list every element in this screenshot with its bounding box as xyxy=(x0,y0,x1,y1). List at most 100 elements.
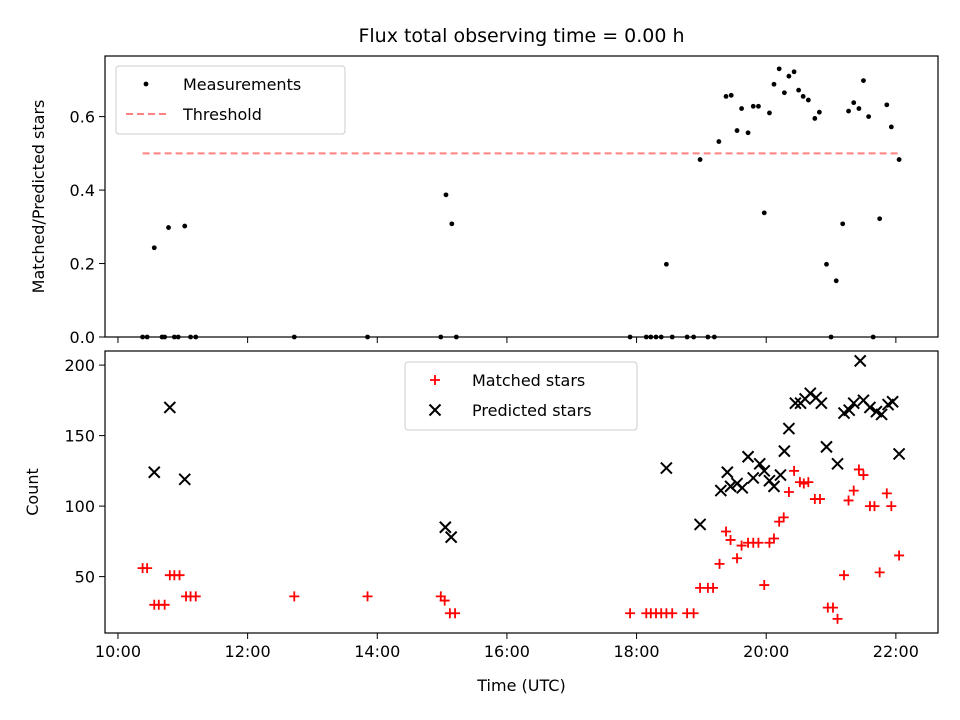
y-tick-label: 0.2 xyxy=(70,255,95,274)
measurement-point xyxy=(716,139,722,144)
chart-title: Flux total observing time = 0.00 h xyxy=(358,25,684,47)
measurement-point xyxy=(761,210,767,216)
measurement-point xyxy=(877,216,883,222)
measurement-point xyxy=(756,103,761,109)
measurement-point xyxy=(697,157,703,162)
matched-star-point xyxy=(625,608,636,619)
legend-marker-matched xyxy=(430,375,440,385)
y-tick-label: 50 xyxy=(75,568,95,587)
matched-star-point xyxy=(688,608,699,619)
matched-star-point xyxy=(881,488,892,499)
matched-star-point xyxy=(732,553,743,564)
matched-star-point xyxy=(848,485,859,496)
predicted-star-point xyxy=(886,395,899,408)
plot-frame xyxy=(104,55,939,338)
matched-star-point xyxy=(174,570,185,581)
x-tick-label: 20:00 xyxy=(743,642,789,661)
chart-panel-2: 10:00 12:00 14:00 16:00 18:00 20:00 22:00 50 100… xyxy=(23,350,939,695)
predicted-star-point xyxy=(714,484,728,497)
series-matched-stars xyxy=(137,464,905,624)
predicted-star-point xyxy=(721,466,734,479)
predicted-star-point xyxy=(875,408,888,421)
matched-star-point xyxy=(803,477,814,488)
measurement-point xyxy=(791,69,797,75)
legend-marker-predicted xyxy=(428,403,442,417)
legend: Measurements Threshold xyxy=(115,65,346,135)
predicted-star-point xyxy=(758,464,771,478)
matched-star-point xyxy=(289,591,300,602)
predicted-star-point xyxy=(820,440,833,454)
matched-star-point xyxy=(853,464,864,475)
legend: Matched stars Predicted stars xyxy=(404,361,638,431)
predicted-star-point xyxy=(774,468,787,482)
measurement-point xyxy=(856,106,862,111)
matched-star-point xyxy=(450,608,461,619)
matched-star-point xyxy=(190,591,201,602)
measurement-point xyxy=(800,94,806,99)
matched-star-point xyxy=(886,501,897,512)
chart-panel-1: Flux total observing time = 0.00 h 0.0 0.2… xyxy=(29,25,939,347)
measurement-point xyxy=(449,221,455,227)
measurement-point xyxy=(796,87,802,93)
measurement-point xyxy=(663,261,669,267)
matched-star-point xyxy=(714,558,725,569)
y-tick-label: 150 xyxy=(64,427,95,446)
predicted-star-point xyxy=(804,387,817,400)
matched-star-point xyxy=(869,501,880,512)
predicted-star-point xyxy=(163,401,177,414)
measurement-point xyxy=(840,221,846,227)
measurement-point xyxy=(745,130,751,136)
measurement-point xyxy=(884,102,890,108)
matched-star-point xyxy=(753,537,764,548)
matched-star-point xyxy=(725,534,736,545)
measurement-point xyxy=(151,245,157,251)
series-predicted-stars xyxy=(148,354,906,544)
matched-star-point xyxy=(768,533,779,544)
predicted-star-point xyxy=(753,457,766,471)
measurement-point xyxy=(786,73,792,79)
matched-star-point xyxy=(858,470,869,481)
predicted-star-point xyxy=(767,480,781,493)
predicted-star-point xyxy=(736,481,749,494)
measurement-point xyxy=(812,116,818,121)
predicted-star-point xyxy=(892,447,906,461)
matched-star-point xyxy=(159,599,170,610)
measurement-point xyxy=(723,94,729,99)
x-tick-label: 12:00 xyxy=(225,642,271,661)
measurement-point xyxy=(750,103,756,109)
measurement-point xyxy=(896,157,902,162)
x-tick-label: 16:00 xyxy=(484,642,530,661)
matched-star-point xyxy=(789,465,800,476)
measurement-point xyxy=(776,66,782,72)
legend-box xyxy=(404,361,638,431)
y-axis-label: Matched/Predicted stars xyxy=(29,100,48,294)
measurement-point xyxy=(861,78,866,84)
matched-star-point xyxy=(439,595,450,606)
measurement-point xyxy=(767,110,772,116)
predicted-star-point xyxy=(782,422,796,435)
predicted-star-point xyxy=(854,354,867,368)
predicted-star-point xyxy=(747,471,760,485)
legend-label: Matched stars xyxy=(472,371,585,390)
predicted-star-point xyxy=(831,457,844,471)
predicted-star-point xyxy=(842,404,856,417)
measurement-point xyxy=(805,97,811,103)
plot-frame xyxy=(104,350,939,634)
predicted-star-point xyxy=(815,396,828,410)
measurement-point xyxy=(846,108,851,114)
matched-star-point xyxy=(843,495,854,506)
predicted-star-point xyxy=(789,396,802,410)
measurement-point xyxy=(781,90,787,96)
predicted-star-point xyxy=(741,450,755,463)
legend-marker-measurements xyxy=(143,81,149,87)
predicted-star-point xyxy=(148,466,161,479)
x-tick-label: 10:00 xyxy=(95,642,141,661)
x-tick-label: 22:00 xyxy=(873,642,919,661)
legend-label: Measurements xyxy=(183,75,301,94)
y-tick-label: 0.0 xyxy=(70,328,95,347)
predicted-star-point xyxy=(724,480,737,493)
matched-star-point xyxy=(798,478,809,489)
x-tick-label: 14:00 xyxy=(354,642,400,661)
predicted-star-point xyxy=(693,518,707,531)
